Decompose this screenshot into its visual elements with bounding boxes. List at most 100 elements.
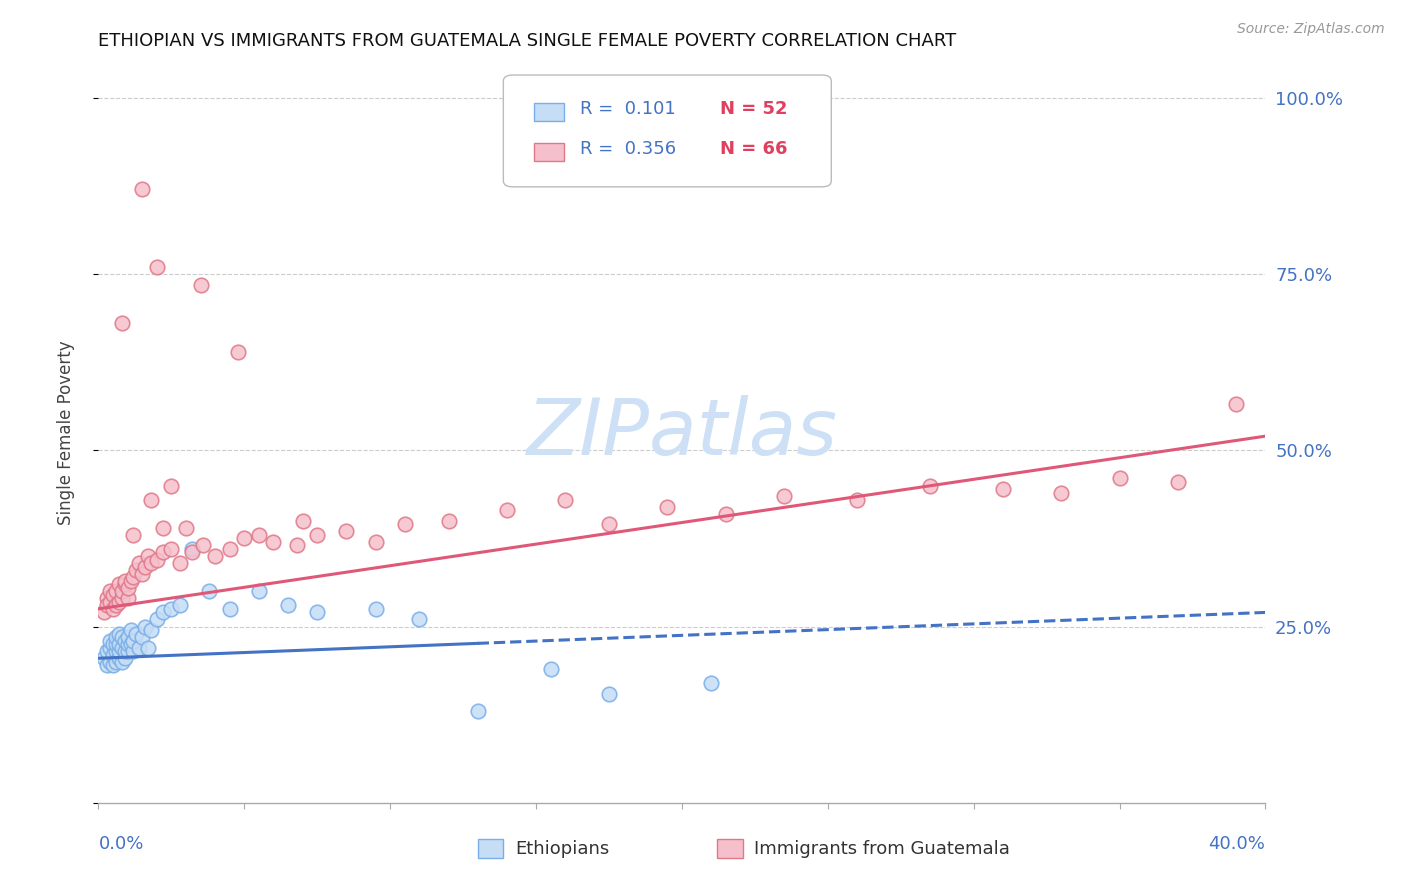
Point [134, 559, 156, 574]
Bar [534, 143, 564, 161]
Point [228, 344, 250, 359]
Point [139, 623, 162, 637]
Point [160, 541, 183, 556]
Point [120, 623, 142, 637]
Point [101, 602, 124, 616]
Point [114, 574, 136, 588]
Bar [534, 103, 564, 121]
Point [198, 584, 221, 599]
Point [540, 662, 562, 676]
Point [247, 528, 270, 542]
FancyBboxPatch shape [503, 75, 831, 186]
Point [101, 588, 124, 602]
Point [104, 655, 127, 669]
Bar [717, 838, 742, 858]
Point [247, 584, 270, 599]
Point [700, 676, 723, 690]
Point [96, 591, 118, 606]
Point [111, 630, 134, 644]
Text: Ethiopians: Ethiopians [515, 840, 609, 858]
Point [108, 595, 131, 609]
Bar [478, 838, 503, 858]
Point [277, 599, 299, 613]
Point [773, 489, 796, 503]
Point [1050, 485, 1073, 500]
Point [467, 704, 489, 718]
Point [108, 626, 131, 640]
Point [180, 541, 202, 556]
Point [96, 658, 118, 673]
Point [108, 651, 131, 665]
Point [152, 606, 174, 620]
Point [1167, 475, 1189, 489]
Point [120, 637, 142, 651]
Point [125, 563, 148, 577]
Point [174, 521, 197, 535]
Point [128, 640, 150, 655]
Point [104, 630, 127, 644]
Point [146, 552, 169, 566]
Point [111, 640, 134, 655]
Point [125, 626, 148, 640]
Point [122, 633, 145, 648]
Point [598, 686, 620, 700]
Point [93, 606, 115, 620]
Point [496, 503, 519, 517]
Point [160, 478, 183, 492]
Point [122, 644, 145, 658]
Point [101, 648, 124, 662]
Point [364, 535, 387, 549]
Point [111, 655, 134, 669]
Text: N = 66: N = 66 [720, 140, 787, 158]
Point [114, 644, 136, 658]
Point [104, 644, 127, 658]
Point [152, 545, 174, 559]
Text: ETHIOPIAN VS IMMIGRANTS FROM GUATEMALA SINGLE FEMALE POVERTY CORRELATION CHART: ETHIOPIAN VS IMMIGRANTS FROM GUATEMALA S… [98, 32, 956, 50]
Y-axis label: Single Female Poverty: Single Female Poverty [56, 341, 75, 524]
Text: N = 52: N = 52 [720, 100, 787, 118]
Point [307, 606, 329, 620]
Point [437, 514, 460, 528]
Point [93, 651, 115, 665]
Point [335, 524, 357, 539]
Text: R =  0.356: R = 0.356 [581, 140, 676, 158]
Point [657, 500, 679, 514]
Point [98, 655, 121, 669]
Point [180, 545, 202, 559]
Point [117, 644, 139, 658]
Point [991, 482, 1014, 496]
Point [114, 577, 136, 591]
Point [291, 514, 314, 528]
Point [307, 528, 329, 542]
Point [714, 507, 737, 521]
Point [134, 619, 156, 633]
Point [1108, 471, 1130, 485]
Point [152, 521, 174, 535]
Point [104, 599, 127, 613]
Point [160, 602, 183, 616]
Text: Immigrants from Guatemala: Immigrants from Guatemala [754, 840, 1010, 858]
Point [598, 517, 620, 532]
Point [114, 651, 136, 665]
Point [114, 633, 136, 648]
Point [285, 538, 308, 552]
Text: R =  0.101: R = 0.101 [581, 100, 676, 118]
Point [128, 556, 150, 570]
Point [108, 577, 131, 591]
Point [98, 595, 121, 609]
Point [131, 630, 153, 644]
Point [117, 637, 139, 651]
Point [120, 574, 142, 588]
Text: Source: ZipAtlas.com: Source: ZipAtlas.com [1237, 22, 1385, 37]
Point [131, 566, 153, 581]
Point [1225, 397, 1247, 411]
Point [218, 602, 240, 616]
Text: ZIPatlas: ZIPatlas [526, 394, 838, 471]
Point [846, 492, 869, 507]
Point [117, 630, 139, 644]
Point [104, 584, 127, 599]
Point [117, 591, 139, 606]
Point [108, 637, 131, 651]
Point [408, 612, 430, 626]
Point [204, 549, 226, 563]
